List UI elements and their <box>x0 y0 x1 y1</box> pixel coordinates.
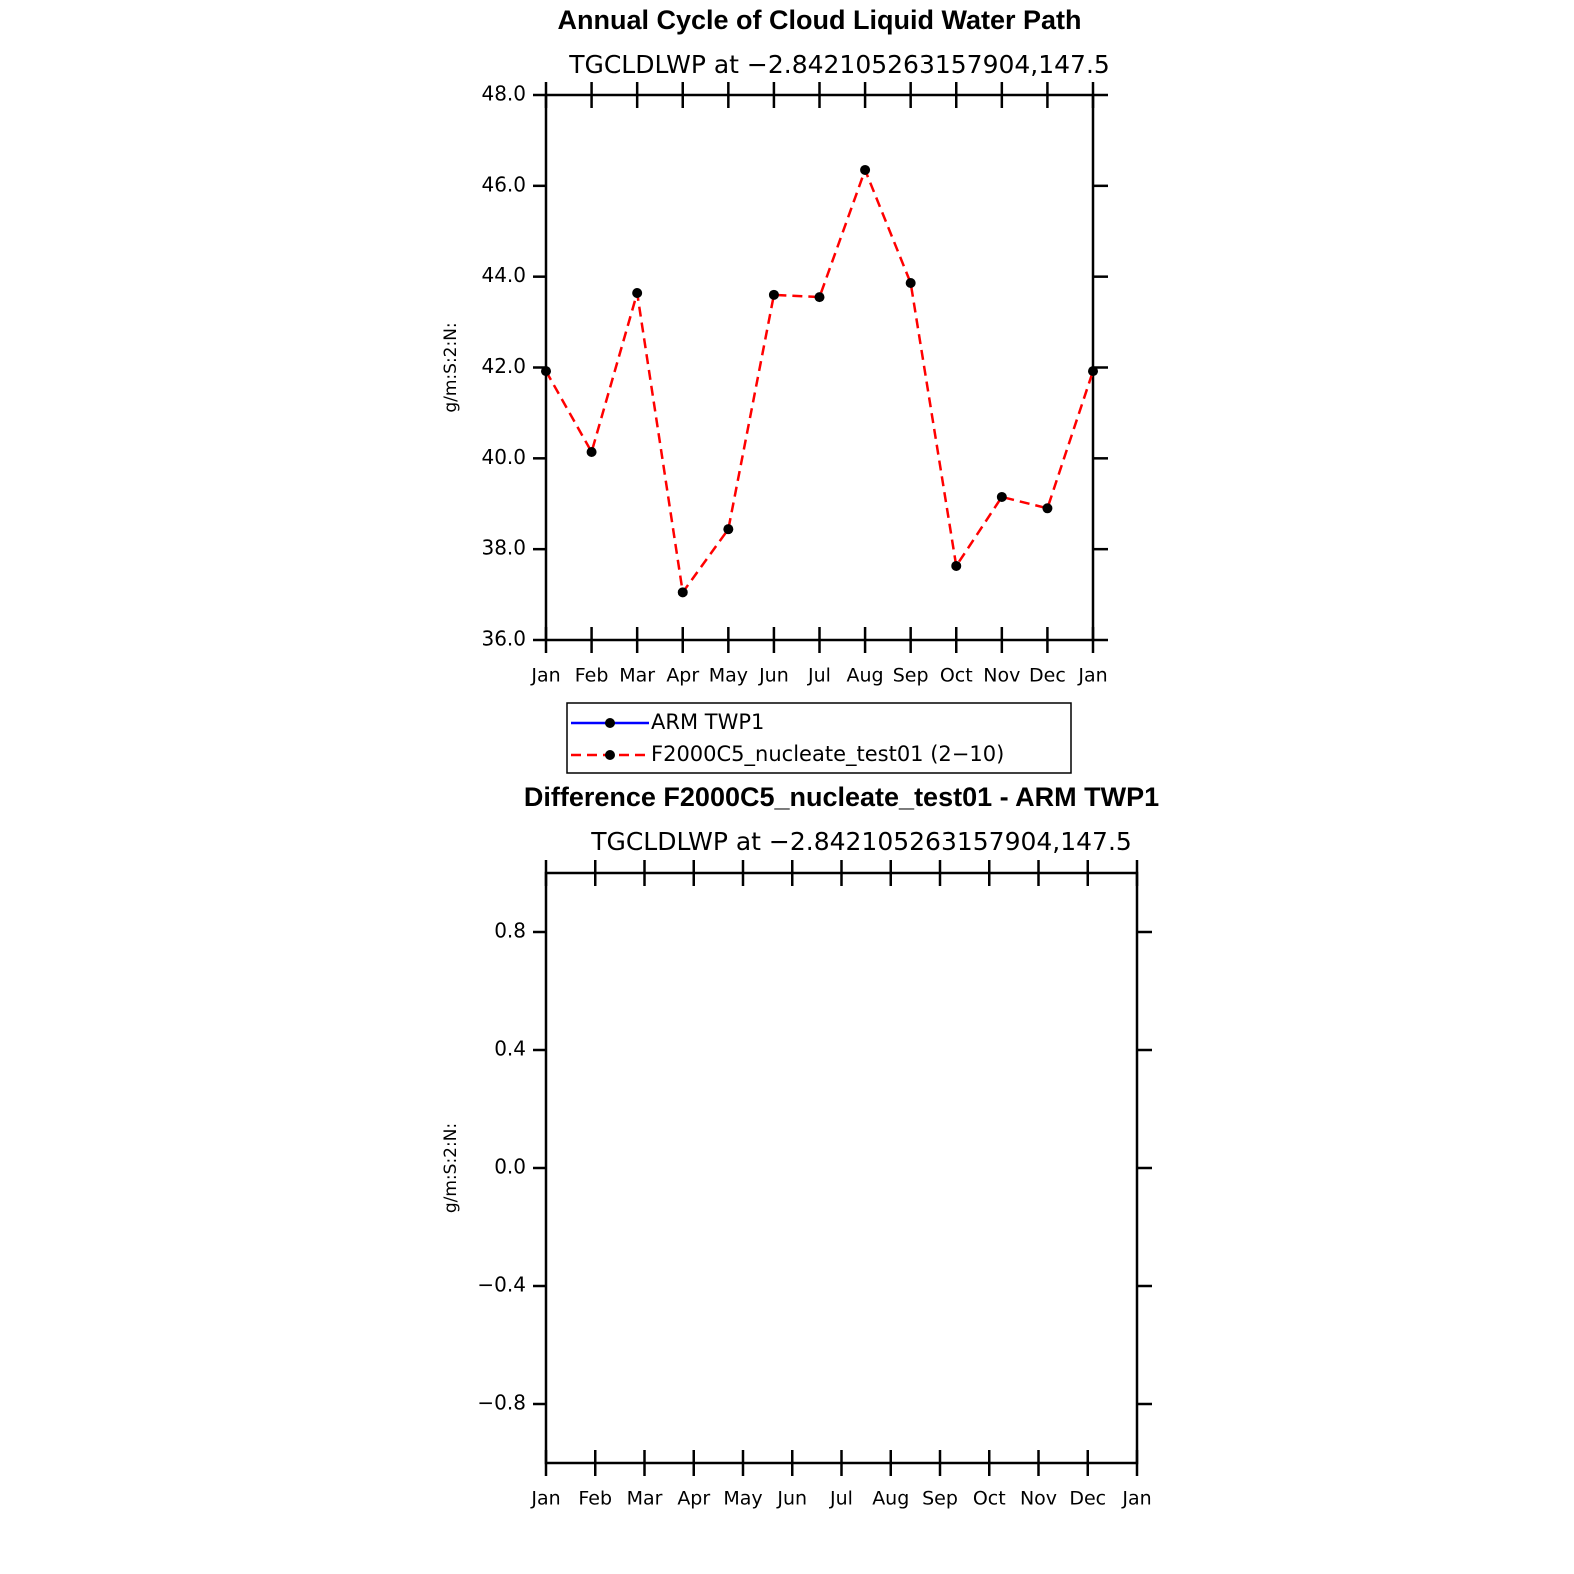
chart-title: Difference F2000C5_nucleate_test01 - ARM… <box>524 782 1159 812</box>
x-tick-label: Sep <box>922 1488 958 1510</box>
x-tick-label: Jul <box>807 665 831 687</box>
data-point <box>1042 503 1053 514</box>
data-point <box>860 164 871 175</box>
x-tick-label: Jan <box>1077 665 1107 687</box>
x-tick-label: May <box>723 1488 762 1510</box>
x-tick-label: Nov <box>1020 1488 1057 1510</box>
y-tick-label: 38.0 <box>481 536 526 560</box>
data-point <box>996 491 1007 502</box>
y-tick-label: 0.0 <box>494 1155 526 1179</box>
data-point <box>632 288 643 299</box>
y-tick-label: 0.8 <box>494 919 526 943</box>
x-tick-label: Aug <box>847 665 884 687</box>
x-tick-label: Sep <box>893 665 929 687</box>
y-axis-label: g/m:S:2:N: <box>441 322 461 412</box>
x-tick-label: Dec <box>1069 1488 1106 1510</box>
x-tick-label: Oct <box>973 1488 1006 1510</box>
y-tick-label: −0.4 <box>477 1273 526 1297</box>
plot-frame <box>544 93 1095 642</box>
data-point <box>814 292 825 303</box>
x-tick-label: Jan <box>530 1488 560 1510</box>
x-tick-label: Jun <box>758 665 789 687</box>
data-point <box>723 524 734 535</box>
data-point <box>586 446 597 457</box>
x-tick-label: Jul <box>829 1488 853 1510</box>
x-tick-label: Mar <box>627 1488 663 1510</box>
y-tick-label: 36.0 <box>481 627 526 651</box>
data-point <box>951 560 962 571</box>
data-point <box>1088 366 1098 377</box>
y-axis-label: g/m:S:2:N: <box>441 1123 461 1213</box>
x-tick-label: Jan <box>1121 1488 1151 1510</box>
y-tick-label: 0.4 <box>494 1037 526 1061</box>
data-point <box>677 587 688 598</box>
y-tick-label: −0.8 <box>477 1391 526 1415</box>
chart-title: Annual Cycle of Cloud Liquid Water Path <box>557 5 1081 35</box>
legend-label: F2000C5_nucleate_test01 (2−10) <box>651 742 1004 767</box>
x-tick-label: Feb <box>575 665 609 687</box>
x-tick-label: Oct <box>940 665 973 687</box>
legend-box <box>566 702 1072 774</box>
y-tick-label: 48.0 <box>481 82 526 106</box>
x-tick-label: Dec <box>1029 665 1066 687</box>
plot-frame <box>544 871 1139 1465</box>
x-tick-label: Feb <box>578 1488 612 1510</box>
x-tick-label: Apr <box>677 1488 710 1510</box>
chart-subtitle: TGCLDLWP at −2.842105263157904,147.5 <box>590 827 1132 856</box>
x-tick-label: Apr <box>666 665 699 687</box>
x-tick-label: Aug <box>872 1488 909 1510</box>
x-tick-label: May <box>709 665 748 687</box>
data-point <box>541 366 551 377</box>
chart-subtitle: TGCLDLWP at −2.842105263157904,147.5 <box>568 50 1110 79</box>
x-tick-label: Jan <box>530 665 560 687</box>
y-tick-label: 42.0 <box>481 354 526 378</box>
y-tick-label: 40.0 <box>481 445 526 469</box>
legend-marker <box>605 718 615 728</box>
x-tick-label: Mar <box>619 665 655 687</box>
legend-label: ARM TWP1 <box>651 710 764 734</box>
x-tick-label: Jun <box>776 1488 807 1510</box>
series-line <box>544 166 1095 596</box>
x-tick-label: Nov <box>983 665 1020 687</box>
y-tick-label: 46.0 <box>481 172 526 196</box>
data-point <box>768 289 779 300</box>
y-tick-label: 44.0 <box>481 263 526 287</box>
data-point <box>905 278 916 289</box>
legend-marker <box>605 750 615 760</box>
